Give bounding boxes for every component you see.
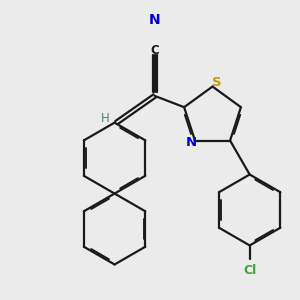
Text: S: S	[212, 76, 222, 89]
Text: N: N	[186, 136, 197, 149]
Text: C: C	[150, 44, 159, 57]
Text: Cl: Cl	[243, 264, 256, 277]
Text: N: N	[149, 13, 161, 27]
Text: H: H	[101, 112, 110, 125]
